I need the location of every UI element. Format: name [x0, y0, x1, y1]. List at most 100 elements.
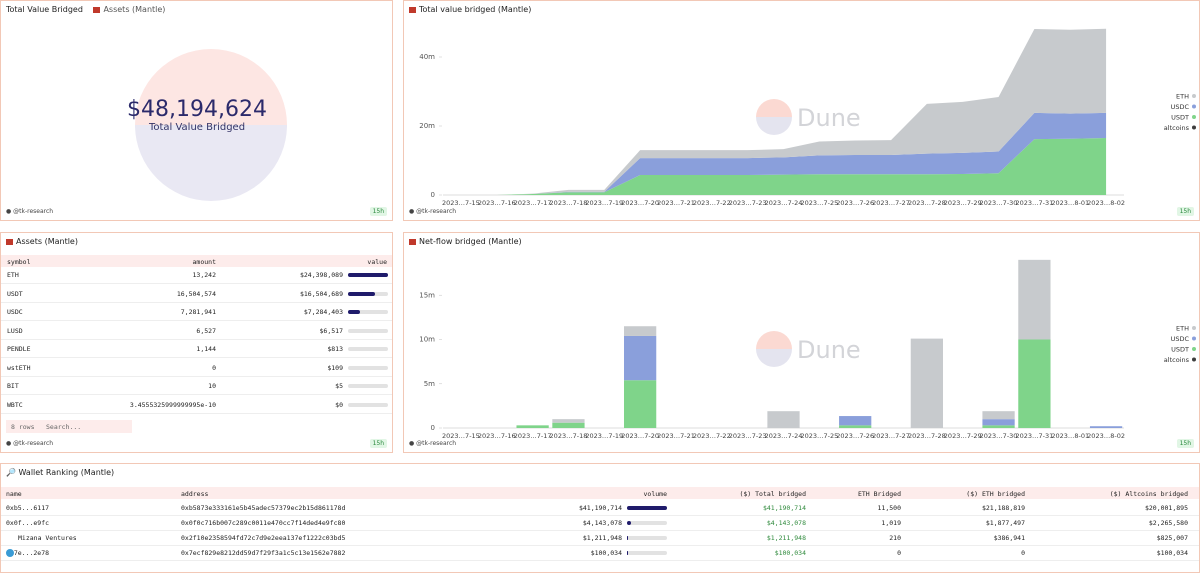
cell: 13,242 [193, 271, 216, 279]
x-tick-label: 2023…7-15 [442, 199, 480, 207]
bar [516, 425, 548, 428]
row-divider [1, 302, 392, 303]
legend-swatch [1192, 126, 1196, 130]
bar [624, 326, 656, 336]
x-tick-label: 2023…8-02 [1087, 199, 1125, 207]
watermark: Dune [797, 336, 861, 364]
author: ● @tk-research [6, 440, 53, 447]
legend-label: ETH [1176, 325, 1189, 333]
x-tick-label: 2023…7-21 [657, 199, 695, 207]
cell: 3.4555325999999995e-10 [130, 401, 216, 409]
column-header: ($) Altcoins bridged [1110, 490, 1188, 498]
cell: WBTC [7, 401, 23, 409]
cell: $41,190,714 [579, 504, 622, 512]
cell: 6,527 [196, 327, 216, 335]
bar [839, 416, 871, 425]
cell: PENDLE [7, 345, 30, 353]
panel-title: 🔎 Wallet Ranking (Mantle) [6, 468, 114, 477]
bar-track [627, 521, 667, 525]
cell: $2,265,580 [1149, 519, 1188, 527]
x-tick-label: 2023…7-17 [514, 199, 552, 207]
x-tick-label: 2023…7-29 [944, 432, 982, 440]
x-tick-label: 2023…7-18 [550, 199, 588, 207]
x-tick-label: 2023…7-24 [765, 432, 803, 440]
wallet-address: 0x7ecf829e8212dd59d7f29f3a1c5c13e1562e78… [181, 549, 345, 557]
bar [982, 411, 1014, 419]
cell: USDT [7, 290, 23, 298]
bar-track [627, 551, 667, 555]
cell: 1,019 [881, 519, 901, 527]
cell: 0 [897, 549, 901, 557]
bar [552, 419, 584, 423]
age-badge: 15h [370, 439, 387, 448]
legend-label: USDT [1171, 114, 1189, 122]
x-tick-label: 2023…7-23 [729, 199, 767, 207]
x-tick-label: 2023…7-25 [800, 432, 838, 440]
bar [624, 336, 656, 380]
x-tick-label: 2023…7-30 [980, 432, 1018, 440]
y-tick-label: 5m [424, 380, 435, 388]
cell: $4,143,078 [767, 519, 806, 527]
x-tick-label: 2023…8-01 [1051, 432, 1089, 440]
author-name: @tk-research [416, 208, 456, 215]
wallet-name: 0xb5...6117 [6, 504, 49, 512]
cell: $1,877,497 [986, 519, 1025, 527]
cell: 10 [208, 382, 216, 390]
y-tick-label: 0 [431, 424, 435, 432]
bar [767, 411, 799, 428]
cell: LUSD [7, 327, 23, 335]
author-name: @tk-research [416, 440, 456, 447]
cell: $825,007 [1157, 534, 1188, 542]
x-tick-label: 2023…7-27 [872, 432, 910, 440]
row-divider [1, 530, 1199, 531]
bar [552, 423, 584, 428]
x-tick-label: 2023…7-24 [765, 199, 803, 207]
x-tick-label: 2023…7-22 [693, 199, 731, 207]
x-tick-label: 2023…7-29 [944, 199, 982, 207]
search-box[interactable]: Search... [46, 423, 81, 431]
cell: ETH [7, 271, 19, 279]
y-tick-label: 0 [431, 191, 435, 199]
x-tick-label: 2023…7-26 [836, 199, 874, 207]
x-tick-label: 2023…7-22 [693, 432, 731, 440]
row-divider [1, 320, 392, 321]
legend-label: altcoins [1164, 356, 1190, 364]
bar [627, 521, 631, 525]
x-tick-label: 2023…7-28 [908, 432, 946, 440]
row-divider [1, 394, 392, 395]
cell: $41,190,714 [763, 504, 806, 512]
counter-label: Total Value Bridged [148, 122, 245, 133]
cell: $4,143,078 [583, 519, 622, 527]
bar [348, 273, 388, 277]
title: Wallet Ranking (Mantle) [19, 468, 115, 477]
row-count: 8 rows [11, 423, 34, 431]
author: ● @tk-research [409, 440, 456, 447]
row-divider [1, 545, 1199, 546]
bar [911, 339, 943, 428]
x-tick-label: 2023…7-18 [550, 432, 588, 440]
cell: 7,281,941 [181, 308, 216, 316]
x-tick-label: 2023…8-02 [1087, 432, 1125, 440]
cell: $813 [327, 345, 343, 353]
bar-track [348, 403, 388, 407]
watermark-logo [756, 117, 792, 135]
y-tick-label: 15m [419, 291, 435, 299]
age-badge: 15h [1177, 207, 1194, 216]
x-tick-label: 2023…7-16 [478, 199, 516, 207]
chart: Dune 05m10m15m2023…7-152023…7-162023…7-1… [404, 233, 1200, 453]
cell: $109 [327, 364, 343, 372]
bar [1018, 340, 1050, 429]
author-name: @tk-research [13, 208, 53, 215]
x-tick-label: 2023…7-19 [585, 199, 623, 207]
cell: $0 [335, 401, 343, 409]
cell: $24,398,089 [300, 271, 343, 279]
column-header: address [181, 490, 208, 498]
bar [348, 292, 375, 296]
bar-track [348, 384, 388, 388]
bar-track [348, 347, 388, 351]
x-tick-label: 2023…7-28 [908, 199, 946, 207]
